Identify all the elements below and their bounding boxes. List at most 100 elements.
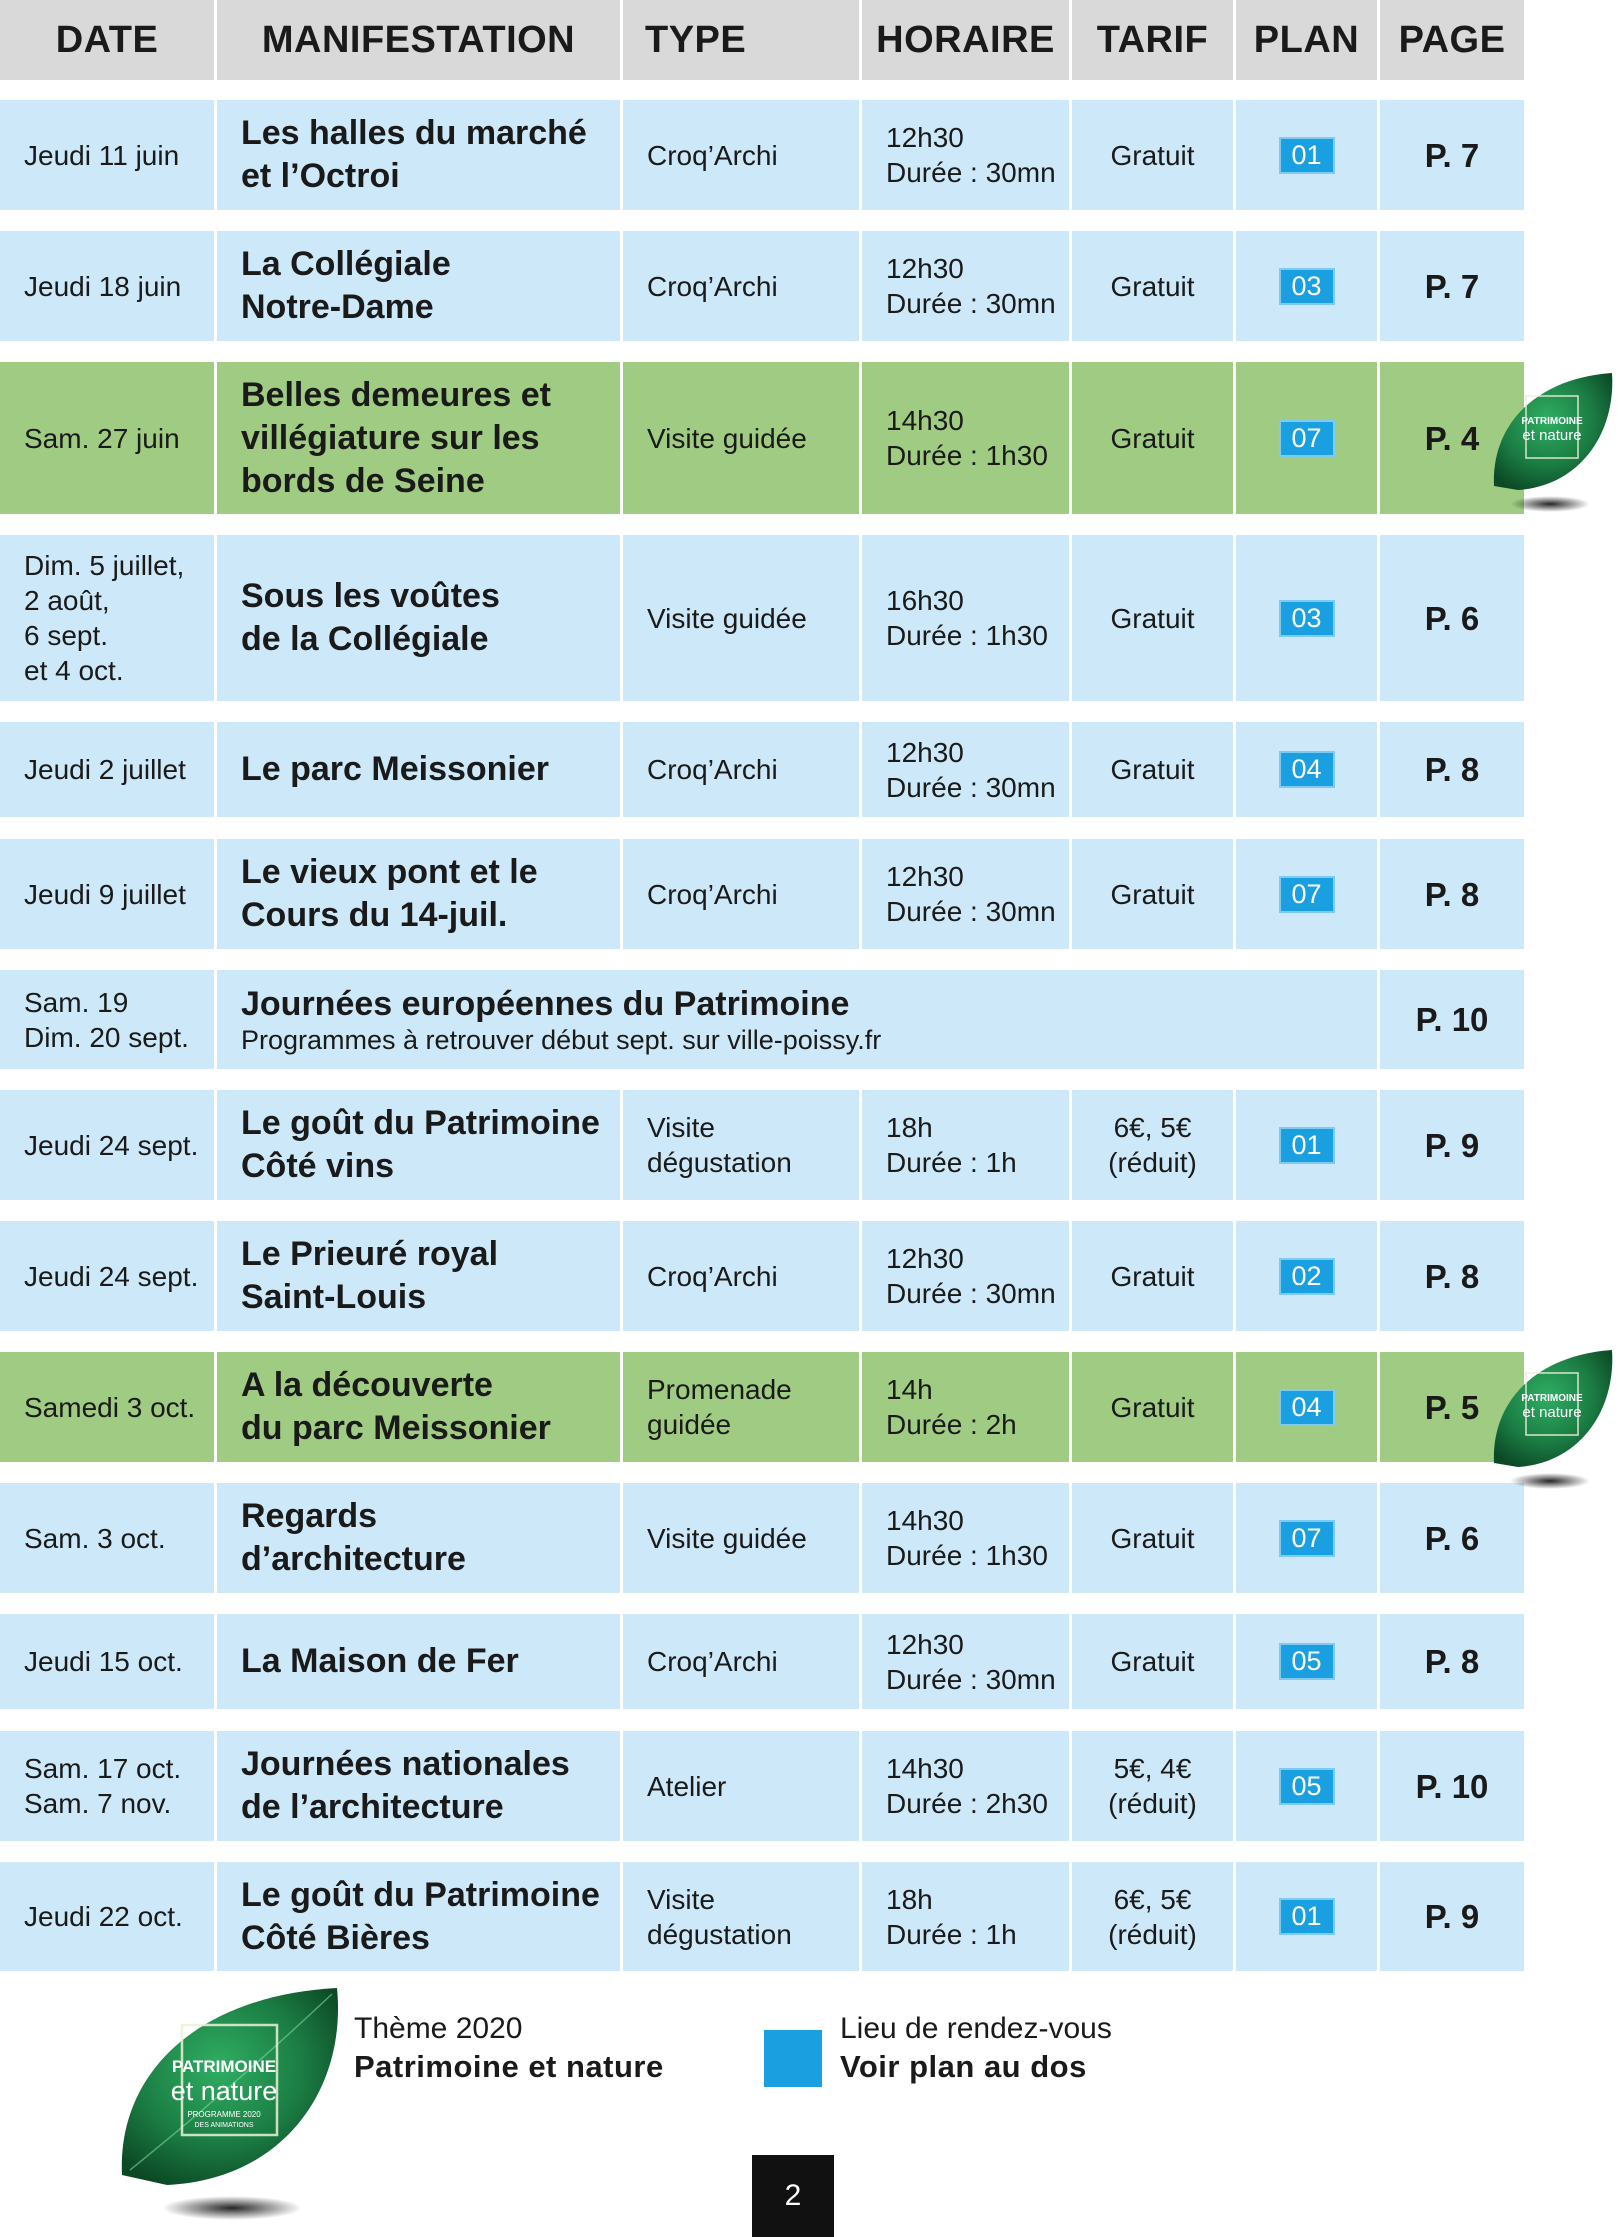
header-tarif: TARIF [1072,0,1233,80]
plan-cell: 02 [1236,1221,1377,1331]
page-reference: P. 8 [1380,722,1524,817]
event-title: Le Prieuré royal Saint-Louis [217,1221,620,1331]
plan-cell: 07 [1236,839,1377,949]
plan-cell: 01 [1236,100,1377,210]
event-title: A la découverte du parc Meissonier [217,1352,620,1462]
svg-text:PATRIMOINE: PATRIMOINE [172,2057,276,2076]
table-row: Jeudi 24 sept. Le goût du Patrimoine Côté… [0,1090,1524,1200]
page-reference: P. 10 [1380,1731,1524,1841]
page-reference: P. 9 [1380,1862,1524,1971]
event-date: Jeudi 11 juin [0,100,214,210]
page-reference: P. 4 [1380,362,1524,514]
event-type: Promenade guidée [623,1352,859,1462]
event-title: Journées nationales de l’architecture [217,1731,620,1841]
plan-cell: 07 [1236,362,1377,514]
event-type: Croq’Archi [623,722,859,817]
plan-badge: 01 [1278,136,1335,174]
plan-badge: 01 [1278,1126,1335,1164]
event-date: Jeudi 15 oct. [0,1614,214,1709]
page-reference: P. 8 [1380,839,1524,949]
event-type: Visite dégustation [623,1090,859,1200]
page-reference: P. 6 [1380,535,1524,701]
table-row: Jeudi 18 juin La Collégiale Notre-Dame Cro… [0,231,1524,341]
plan-cell: 05 [1236,1614,1377,1709]
table-row: Samedi 3 oct. A la découverte du parc Mei… [0,1352,1524,1462]
event-date: Jeudi 24 sept. [0,1090,214,1200]
event-title: La Maison de Fer [217,1614,620,1709]
page-reference: P. 9 [1380,1090,1524,1200]
event-price: Gratuit [1072,362,1233,514]
plan-cell: 03 [1236,231,1377,341]
legend-meeting: Lieu de rendez-vous Voir plan au dos [840,2010,1112,2086]
table-row: Sam. 3 oct. Regards d’architecture Visite … [0,1483,1524,1593]
event-type: Visite guidée [623,362,859,514]
plan-badge: 01 [1278,1898,1335,1935]
plan-cell: 07 [1236,1483,1377,1593]
event-title: La Collégiale Notre-Dame [217,231,620,341]
event-title: Regards d’architecture [217,1483,620,1593]
plan-badge: 07 [1278,875,1335,913]
event-date: Jeudi 22 oct. [0,1862,214,1971]
event-schedule: 16h30 Durée : 1h30 [862,535,1069,701]
page-reference: P. 10 [1380,970,1524,1069]
event-schedule: 12h30 Durée : 30mn [862,1221,1069,1331]
plan-cell: 03 [1236,535,1377,701]
event-type: Croq’Archi [623,231,859,341]
event-price: Gratuit [1072,1614,1233,1709]
plan-cell: 05 [1236,1731,1377,1841]
plan-cell: 04 [1236,1352,1377,1462]
header-page: PAGE [1380,0,1524,80]
legend-meeting-label: Lieu de rendez-vous [840,2012,1112,2045]
event-date: Sam. 3 oct. [0,1483,214,1593]
event-banner: Journées européennes du Patrimoine Progra… [217,970,1377,1069]
table-row: Sam. 27 juin Belles demeures et villégiat… [0,362,1524,514]
event-schedule: 14h Durée : 2h [862,1352,1069,1462]
event-title: Le goût du Patrimoine Côté vins [217,1090,620,1200]
event-title: Belles demeures et villégiature sur les … [217,362,620,514]
plan-badge: 04 [1278,1388,1335,1426]
event-schedule: 12h30 Durée : 30mn [862,839,1069,949]
event-type: Visite guidée [623,1483,859,1593]
event-schedule: 14h30 Durée : 1h30 [862,1483,1069,1593]
event-date: Samedi 3 oct. [0,1352,214,1462]
header-type: TYPE [623,0,859,80]
svg-text:et nature: et nature [1522,1404,1581,1421]
event-date: Jeudi 18 juin [0,231,214,341]
event-schedule: 12h30 Durée : 30mn [862,100,1069,210]
legend-theme: Thème 2020 Patrimoine et nature [354,2010,664,2086]
svg-text:et nature: et nature [171,2076,278,2106]
plan-badge: 04 [1278,751,1335,788]
page-reference: P. 8 [1380,1614,1524,1709]
event-price: Gratuit [1072,1483,1233,1593]
page-number: 2 [752,2155,834,2237]
table-row: Jeudi 24 sept. Le Prieuré royal Saint-Lou… [0,1221,1524,1331]
theme-logo-leaf: PATRIMOINE et nature PROGRAMME 2020 DES … [121,1988,339,2220]
event-date: Jeudi 2 juillet [0,722,214,817]
event-title: Le parc Meissonier [217,722,620,817]
event-type: Visite dégustation [623,1862,859,1971]
event-type: Visite guidée [623,535,859,701]
event-price: Gratuit [1072,100,1233,210]
plan-badge: 02 [1278,1257,1335,1295]
event-price: 5€, 4€ (réduit) [1072,1731,1233,1841]
event-price: 6€, 5€ (réduit) [1072,1862,1233,1971]
event-type: Croq’Archi [623,1614,859,1709]
plan-cell: 04 [1236,722,1377,817]
event-type: Atelier [623,1731,859,1841]
event-schedule: 12h30 Durée : 30mn [862,231,1069,341]
event-title: Les halles du marché et l’Octroi [217,100,620,210]
plan-badge: 07 [1278,1519,1335,1557]
plan-badge: 05 [1278,1767,1335,1805]
plan-badge: 03 [1278,599,1335,637]
event-schedule: 18h Durée : 1h [862,1862,1069,1971]
page-reference: P. 7 [1380,100,1524,210]
header-horaire: HORAIRE [862,0,1069,80]
table-row: Sam. 19 Dim. 20 sept. Journées européenne… [0,970,1524,1069]
table-row: Jeudi 22 oct. Le goût du Patrimoine Côté … [0,1862,1524,1971]
event-type: Croq’Archi [623,839,859,949]
event-price: Gratuit [1072,1352,1233,1462]
table-row: Jeudi 2 juillet Le parc Meissonier Croq’Ar… [0,722,1524,817]
event-price: Gratuit [1072,839,1233,949]
